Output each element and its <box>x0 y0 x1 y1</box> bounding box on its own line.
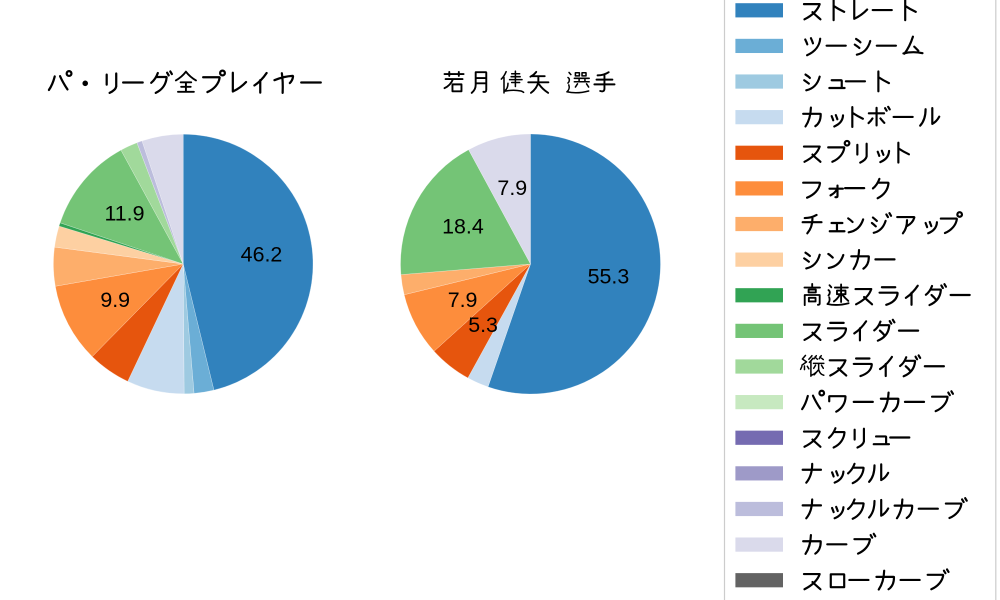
svg-text:9.9: 9.9 <box>100 288 130 312</box>
svg-text:7.9: 7.9 <box>448 288 478 312</box>
svg-text:46.2: 46.2 <box>241 242 283 266</box>
svg-text:5.3: 5.3 <box>468 313 498 337</box>
svg-text:55.3: 55.3 <box>588 265 630 289</box>
svg-text:11.9: 11.9 <box>104 202 144 226</box>
svg-text:18.4: 18.4 <box>442 215 484 239</box>
svg-text:7.9: 7.9 <box>497 176 527 200</box>
